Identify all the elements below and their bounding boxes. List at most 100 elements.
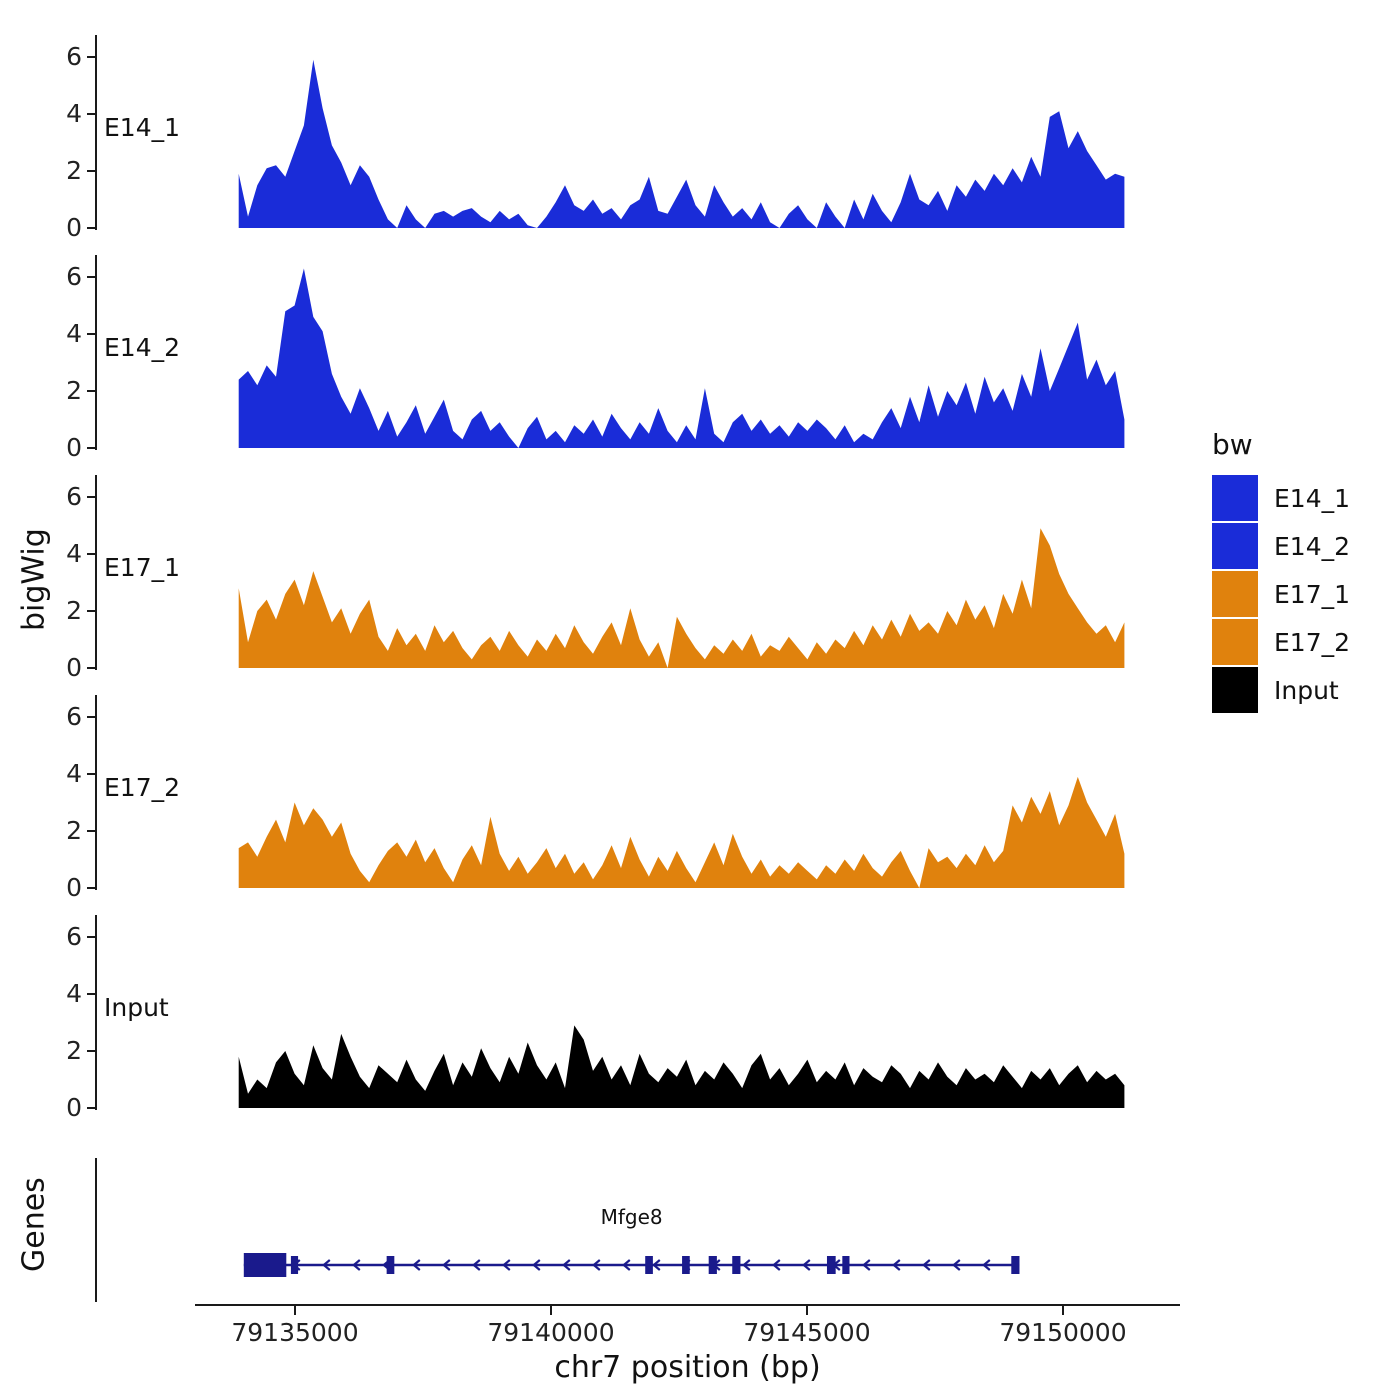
- y-axis-line: [95, 475, 97, 670]
- y-axis-line: [95, 915, 97, 1110]
- y-tick-mark: [87, 447, 96, 449]
- y-tick-mark: [87, 170, 96, 172]
- y-tick-mark: [87, 830, 96, 832]
- track-label-E14_2: E14_2: [104, 333, 181, 362]
- y-tick-mark: [87, 1050, 96, 1052]
- y-tick-label: 6: [66, 702, 82, 731]
- y-tick-label: 2: [66, 376, 82, 405]
- gene-exon: [842, 1256, 850, 1274]
- y-tick-mark: [87, 56, 96, 58]
- legend-label: E14_2: [1274, 531, 1351, 561]
- gene-exon: [826, 1256, 836, 1274]
- y-tick-mark: [87, 390, 96, 392]
- legend-entry-E14_1: E14_1: [1212, 475, 1350, 521]
- y-tick-mark: [87, 936, 96, 938]
- x-tick-label: 79150000: [999, 1318, 1127, 1347]
- coverage-panel-E14_2: 0 2 4 6 E14_2: [0, 255, 1400, 462]
- coverage-area-E14_2: [238, 268, 1125, 448]
- coverage-panel-E14_1: 0 2 4 6 E14_1: [0, 35, 1400, 242]
- y-tick-mark: [87, 993, 96, 995]
- y-tick-mark: [87, 1107, 96, 1109]
- y-tick-label: 2: [66, 156, 82, 185]
- legend-label: Input: [1274, 675, 1339, 705]
- legend-swatch: [1212, 475, 1258, 521]
- legend-swatch: [1212, 571, 1258, 617]
- track-label-E17_2: E17_2: [104, 773, 181, 802]
- legend-entries: E14_1 E14_2 E17_1 E17_2 Input: [1212, 475, 1350, 713]
- gene-exon: [732, 1256, 741, 1274]
- y-tick-mark: [87, 333, 96, 335]
- x-tick-label: 79140000: [487, 1318, 615, 1347]
- y-tick-label: 2: [66, 1036, 82, 1065]
- legend-title: bw: [1212, 428, 1253, 461]
- y-tick-label: 4: [66, 319, 82, 348]
- gene-exon: [1011, 1256, 1020, 1274]
- legend-swatch: [1212, 667, 1258, 713]
- y-tick-label: 0: [66, 1093, 82, 1122]
- legend-swatch: [1212, 619, 1258, 665]
- y-axis-line: [95, 35, 97, 230]
- y-tick-label: 6: [66, 482, 82, 511]
- legend: bw E14_1 E14_2 E17_1 E17_2 Input: [1212, 428, 1350, 715]
- coverage-area-E14_1: [238, 59, 1125, 228]
- gene-model-svg: [95, 1158, 1020, 1302]
- y-tick-mark: [87, 496, 96, 498]
- coverage-panel-E17_1: 0 2 4 6 E17_1: [0, 475, 1400, 682]
- y-axis-line: [95, 695, 97, 890]
- x-tick-mark: [1062, 1306, 1064, 1315]
- coverage-area-E17_2: [238, 776, 1125, 888]
- track-label-E14_1: E14_1: [104, 113, 181, 142]
- y-tick-label: 0: [66, 653, 82, 682]
- legend-entry-E14_2: E14_2: [1212, 523, 1350, 569]
- track-label-E17_1: E17_1: [104, 553, 181, 582]
- x-tick-mark: [294, 1306, 296, 1315]
- x-tick-label: 79145000: [743, 1318, 871, 1347]
- y-tick-label: 2: [66, 816, 82, 845]
- coverage-panel-Input: 0 2 4 6 Input: [0, 915, 1400, 1122]
- y-tick-label: 6: [66, 42, 82, 71]
- y-tick-label: 0: [66, 433, 82, 462]
- x-axis-line: [195, 1304, 1180, 1306]
- y-tick-label: 4: [66, 539, 82, 568]
- y-tick-mark: [87, 113, 96, 115]
- y-tick-mark: [87, 276, 96, 278]
- y-tick-label: 6: [66, 922, 82, 951]
- y-tick-label: 0: [66, 213, 82, 242]
- x-axis-title: chr7 position (bp): [554, 1350, 821, 1385]
- y-tick-mark: [87, 610, 96, 612]
- legend-label: E17_2: [1274, 627, 1351, 657]
- y-tick-mark: [87, 773, 96, 775]
- y-tick-label: 4: [66, 99, 82, 128]
- coverage-area-Input: [238, 1025, 1125, 1108]
- y-tick-mark: [87, 227, 96, 229]
- track-label-Input: Input: [104, 993, 169, 1022]
- gene-exon: [290, 1256, 299, 1274]
- y-tick-label: 4: [66, 979, 82, 1008]
- gene-exon: [243, 1253, 287, 1277]
- gene-exon: [682, 1256, 690, 1274]
- y-tick-label: 0: [66, 873, 82, 902]
- coverage-area-E17_1: [238, 528, 1125, 668]
- x-tick-label: 79135000: [231, 1318, 359, 1347]
- legend-entry-Input: Input: [1212, 667, 1350, 713]
- coverage-panel-E17_2: 0 2 4 6 E17_2: [0, 695, 1400, 902]
- y-axis-line: [95, 255, 97, 450]
- gene-exon: [645, 1256, 653, 1274]
- y-tick-mark: [87, 667, 96, 669]
- gene-exon: [708, 1256, 717, 1274]
- gene-exon: [386, 1256, 395, 1274]
- gene-name-label: Mfge8: [600, 1205, 663, 1229]
- y-tick-label: 6: [66, 262, 82, 291]
- legend-label: E14_1: [1274, 483, 1351, 513]
- y-tick-mark: [87, 887, 96, 889]
- x-tick-mark: [806, 1306, 808, 1315]
- x-tick-mark: [550, 1306, 552, 1315]
- y-tick-label: 2: [66, 596, 82, 625]
- legend-entry-E17_1: E17_1: [1212, 571, 1350, 617]
- legend-label: E17_1: [1274, 579, 1351, 609]
- y-tick-mark: [87, 553, 96, 555]
- y-tick-mark: [87, 716, 96, 718]
- legend-swatch: [1212, 523, 1258, 569]
- legend-entry-E17_2: E17_2: [1212, 619, 1350, 665]
